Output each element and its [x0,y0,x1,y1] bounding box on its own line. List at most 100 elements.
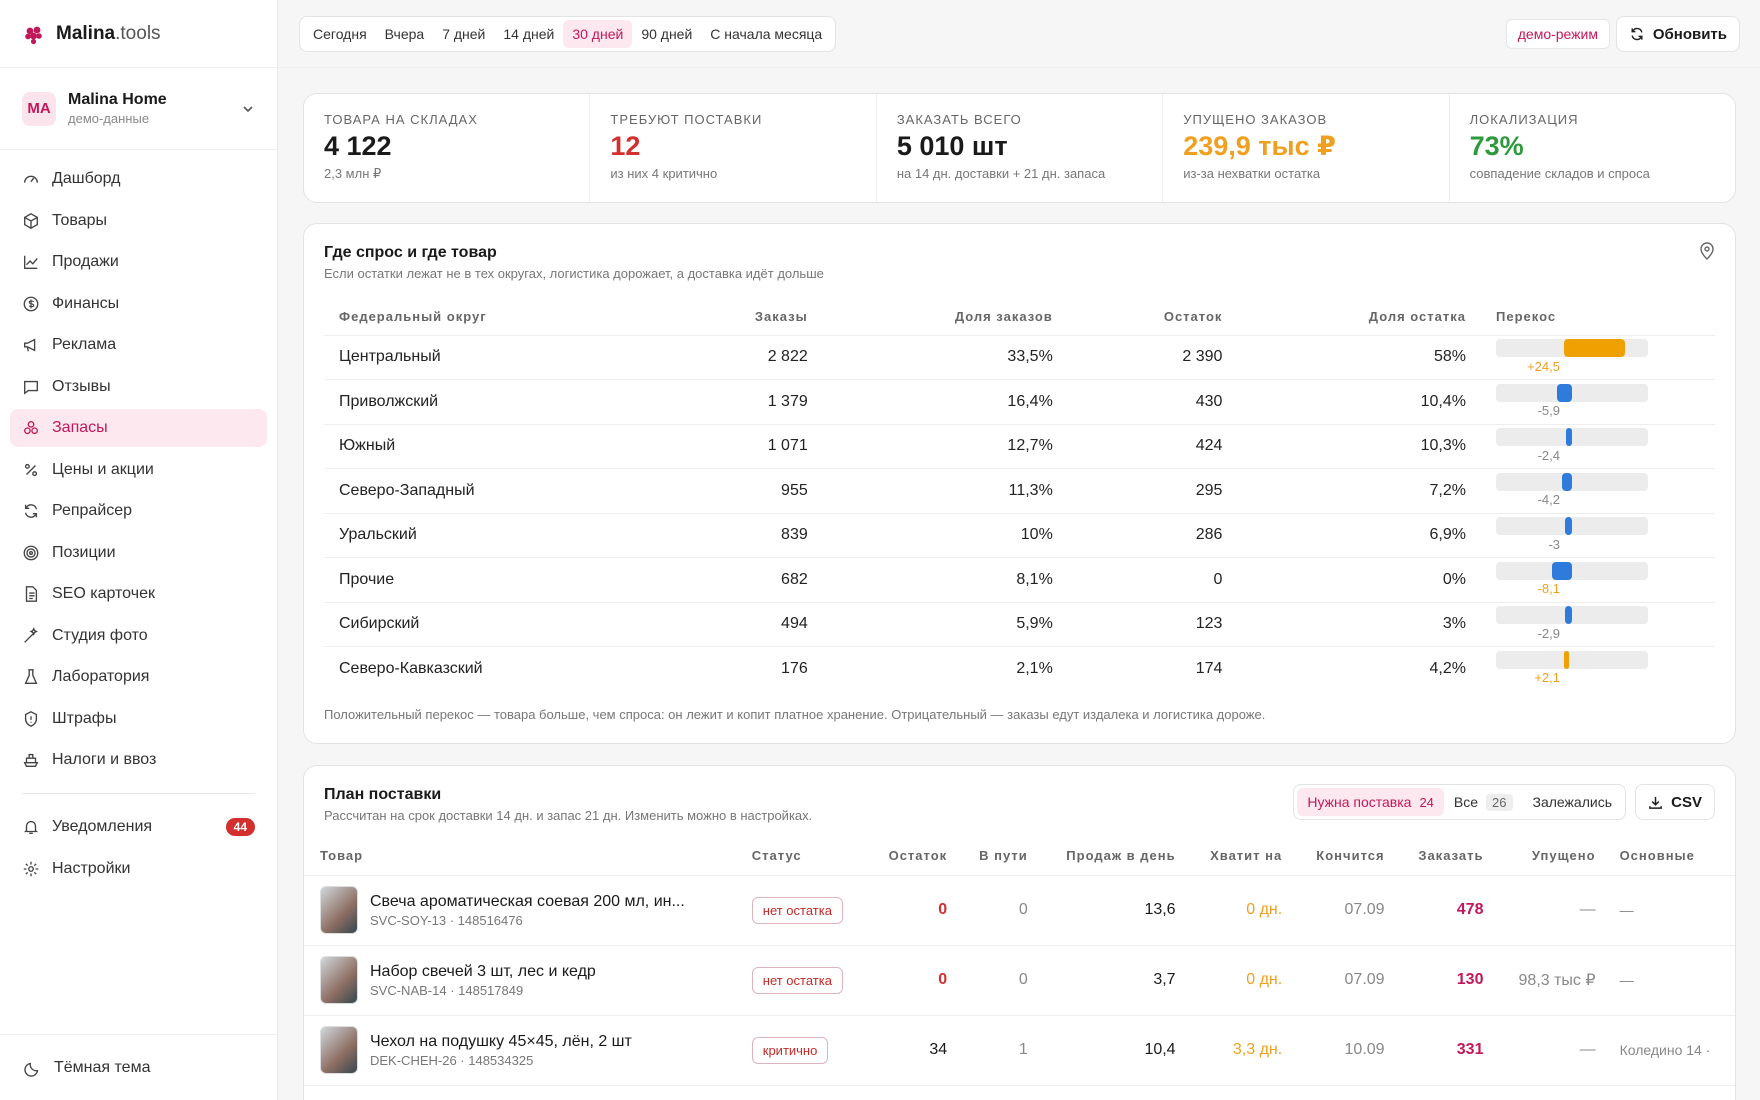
nav-item-reviews[interactable]: Отзывы [10,368,267,406]
filter-stale[interactable]: Залежались [1532,794,1612,810]
table-row[interactable]: Чехол на подушку 45×45, лён, 2 шт DEK-CHE… [304,1015,1735,1086]
download-icon [1649,796,1663,809]
nav-item-stock[interactable]: Запасы [10,409,267,447]
chevron-down-icon[interactable] [241,102,255,116]
column-header[interactable]: Остаток [867,837,960,876]
period-today[interactable]: Сегодня [313,26,367,42]
product-name[interactable]: Свеча ароматическая соевая 200 мл, ин... [370,892,685,910]
runs-out-cell: 07.09 [1294,945,1397,1016]
nav-item-lab[interactable]: Лаборатория [10,658,267,696]
skew-bar-fill [1551,561,1572,580]
kpi-value: 73% [1469,131,1524,161]
column-header[interactable]: Заказы [664,299,823,336]
sales-per-day-cell: 10,4 [1039,1015,1188,1086]
skew-bar [1496,561,1648,580]
coin-icon [23,296,39,311]
table-row[interactable]: Набор свечей 3 шт, лес и кедр SVC-NAB-14 … [304,945,1735,1016]
table-row: Сибирский 494 5,9% 123 3% -2,9 [324,602,1715,647]
account-switcher[interactable]: MA Malina Home демо-данные [0,68,277,150]
column-header[interactable]: Федеральный округ [324,299,665,336]
period-14-days[interactable]: 14 дней [503,26,555,42]
orders-cell: 1 071 [664,424,823,469]
filter-all[interactable]: Все 26 [1444,788,1523,817]
orders-cell: 682 [664,557,823,603]
product-sku: SVC-NAB-14 · 148517849 [370,982,524,998]
column-header[interactable]: Хватит на [1187,837,1295,876]
column-header[interactable]: Доля остатка [1237,299,1481,336]
product-name[interactable]: Чехол на подушку 45×45, лён, 2 шт [370,1032,632,1050]
skew-bar-fill [1564,606,1572,625]
skew-bar-fill [1557,383,1572,402]
skew-value: -4,2 [1537,492,1560,508]
stock-cell: 174 [1195,660,1223,677]
map-pin-icon[interactable] [1699,242,1715,260]
table-row[interactable]: Свеча ароматическая соевая 200 мл, ин...… [304,875,1735,946]
order-share-cell: 5,9% [822,602,1068,647]
lost-cell: — [1495,1015,1608,1086]
column-header[interactable]: Основные [1607,837,1735,876]
stock-cell: 295 [1067,468,1238,514]
column-header[interactable]: Перекос [1481,299,1715,336]
nav-item-products[interactable]: Товары [10,202,267,240]
lost-cell: — [1495,875,1608,946]
column-header[interactable]: Статус [739,837,868,876]
nav-item-sales[interactable]: Продажи [10,243,267,281]
sales-per-day-cell: 3,7 [1039,945,1188,1016]
column-header[interactable]: Доля заказов [822,299,1068,336]
nav-item-taxes[interactable]: Налоги и ввоз [10,741,267,779]
refresh-button[interactable]: Обновить [1615,16,1740,52]
nav-item-positions[interactable]: Позиции [10,534,267,572]
skew-value: -8,1 [1537,581,1560,597]
column-header[interactable]: Остаток [1067,299,1238,336]
nav-item-photo-studio[interactable]: Студия фото [10,617,267,655]
order-qty-cell: 331 [1396,1015,1496,1086]
column-header[interactable]: Товар [304,837,740,876]
nav-item-notifications[interactable]: Уведомления 44 [10,808,267,846]
skew-bar [1496,339,1648,358]
gear-icon [23,861,39,876]
filter-need-supply[interactable]: Нужна поставка 24 [1297,788,1444,816]
order-share-cell: 12,7% [822,424,1068,469]
csv-export-button[interactable]: CSV [1635,784,1715,820]
nav: Дашборд Товары Продажи Финансы Реклама О… [0,150,277,888]
nav-item-dashboard[interactable]: Дашборд [10,160,267,198]
nav-item-settings[interactable]: Настройки [10,850,267,888]
dark-theme-toggle[interactable]: Тёмная тема [0,1034,277,1100]
product-name[interactable]: Набор свечей 3 шт, лес и кедр [370,962,596,980]
period-yesterday[interactable]: Вчера [384,26,425,42]
kpi-value: 5 010 шт [896,131,1008,161]
skew-value: +2,1 [1534,670,1560,686]
column-header[interactable]: В пути [959,837,1040,876]
stock-share-cell: 10,4% [1237,379,1481,425]
column-header[interactable]: Упущено [1495,837,1608,876]
nav-item-fines[interactable]: Штрафы [10,700,267,738]
period-7-days[interactable]: 7 дней [442,26,486,42]
topbar: Сегодня Вчера 7 дней 14 дней 30 дней 90 … [279,0,1760,68]
period-90-days[interactable]: 90 дней [641,26,693,42]
skew-value: -2,4 [1537,447,1560,463]
main-warehouses-cell: — [1607,875,1735,946]
nav-item-prices[interactable]: Цены и акции [10,451,267,489]
nav-item-seo[interactable]: SEO карточек [10,575,267,613]
column-header[interactable]: Кончится [1294,837,1397,876]
period-30-days[interactable]: 30 дней [563,20,633,48]
column-header[interactable]: Продаж в день [1039,837,1188,876]
period-month-start[interactable]: С начала месяца [710,26,823,42]
logo[interactable]: Malina.tools [0,0,277,68]
skew-bar-fill [1561,472,1572,491]
column-header[interactable]: Заказать [1396,837,1496,876]
refresh-icon [24,504,38,518]
demo-mode-badge[interactable]: демо-режим [1505,19,1610,49]
line-chart-icon [24,255,38,269]
nav-item-finance[interactable]: Финансы [10,285,267,323]
stock-cell: 123 [1067,602,1238,647]
enough-for-cell: 3,3 дн. [1187,1015,1295,1086]
order-share-cell: 2,1% [1016,660,1053,677]
nav-item-repricer[interactable]: Репрайсер [10,492,267,530]
status-badge: нет остатка [751,896,843,924]
skew-bar [1496,428,1648,447]
skew-bar-fill [1564,650,1570,669]
order-share-cell: 10% [822,513,1068,558]
nav-item-ads[interactable]: Реклама [10,326,267,364]
district-name: Южный [324,424,665,469]
